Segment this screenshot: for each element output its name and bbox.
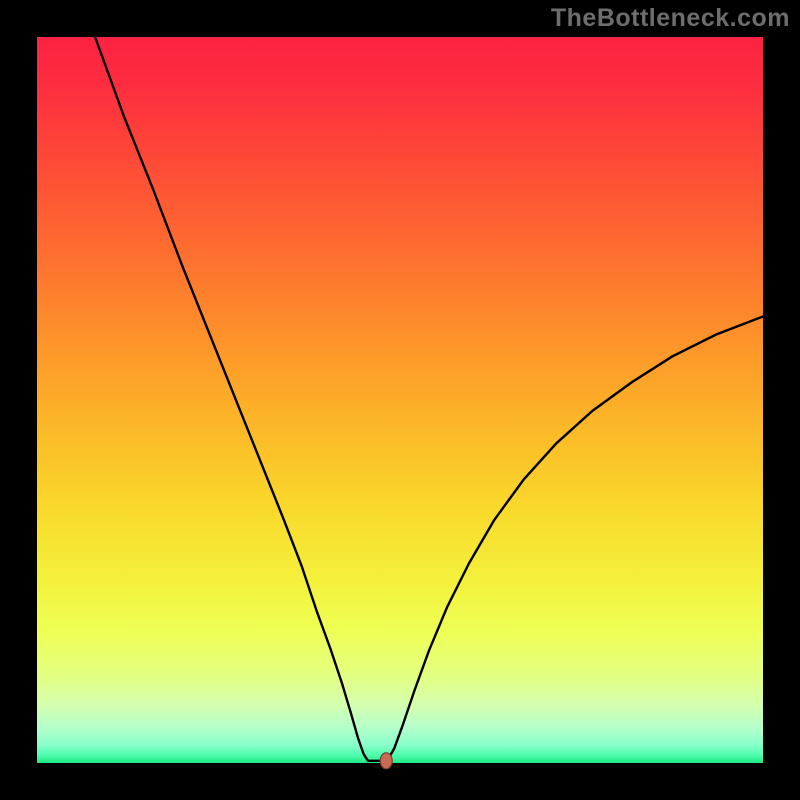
plot-background [37, 37, 763, 763]
valley-marker [380, 753, 392, 769]
bottleneck-chart [0, 0, 800, 800]
chart-stage: TheBottleneck.com [0, 0, 800, 800]
